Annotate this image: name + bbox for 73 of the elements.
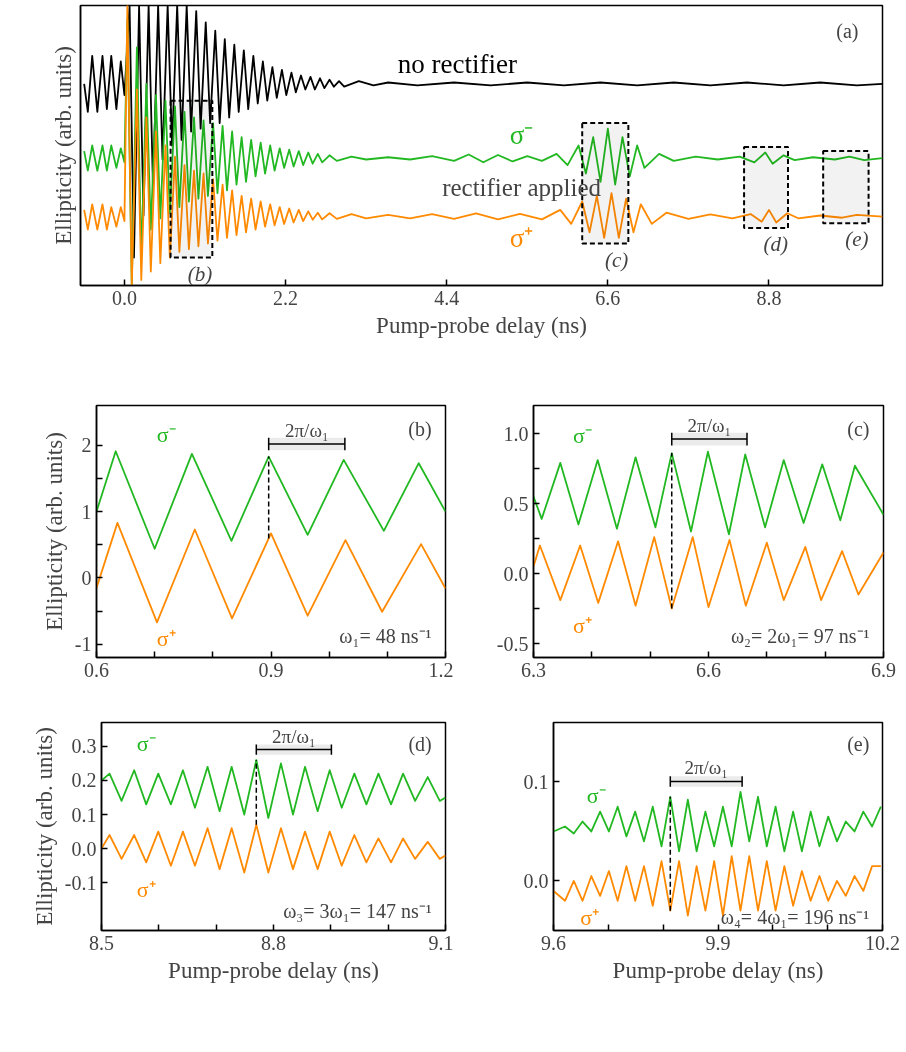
line-series [101,823,446,874]
x-tick-label: 0.6 [84,658,109,681]
x-tick-label: 10.2 [865,931,900,954]
annotation: ω₄= 4ω₁= 196 ns⁻¹ [720,906,870,929]
x-axis-title: Pump-probe delay (ns) [376,312,587,338]
band-label: 2π/ω₁ [684,757,728,779]
series-label: σ⁺ [136,876,156,902]
series-label: σ⁻ [573,422,592,448]
annotation: rectifier applied [442,174,602,201]
x-tick-label: 1.2 [428,658,454,681]
band-label: (e) [845,227,869,252]
x-tick-label: 4.4 [434,286,460,309]
band-label: 2π/ω₁ [687,415,732,437]
annotation: (c) [847,418,870,442]
x-tick-label: 6.6 [696,658,721,681]
annotation: (d) [408,732,432,756]
series-label: σ⁺ [573,612,592,638]
series-label: σ⁻ [509,119,534,150]
line-series [533,450,884,536]
band-label: (b) [187,261,213,286]
band-label: 2π/ω₁ [272,725,316,747]
x-tick-label: 8.8 [756,286,782,309]
series-label: σ⁺ [580,904,600,930]
series-label: no rectifier [397,48,518,79]
y-tick-label: 0.0 [71,837,97,860]
line-series [553,790,882,853]
line-series [96,521,446,624]
annotation: (b) [408,418,432,442]
y-tick-label: 0.5 [503,492,529,515]
x-tick-label: 8.5 [89,931,114,954]
y-tick-label: 0.1 [71,803,97,826]
x-tick-label: 8.8 [261,931,286,954]
series-label: σ⁺ [156,626,176,652]
annotation: (a) [836,19,859,43]
line-series [101,759,446,819]
x-tick-label: 0.9 [258,658,284,681]
annotation: (e) [847,732,870,756]
y-tick-label: 0.2 [71,769,97,792]
y-tick-label: -1 [74,633,92,656]
series-label: σ⁻ [156,422,176,448]
y-tick-label: 0.1 [523,770,549,793]
y-axis-title: Ellipticity (arb. units) [50,46,76,245]
y-tick-label: 2 [81,434,92,457]
band-label: (d) [763,232,789,257]
x-axis-title: Pump-probe delay (ns) [612,957,824,983]
x-tick-label: 6.6 [595,286,621,309]
line-series [533,536,884,610]
annotation: ω₁= 48 ns⁻¹ [339,625,432,648]
y-tick-label: 0.0 [503,562,529,585]
series-label: σ⁺ [509,223,534,254]
x-tick-label: 2.2 [273,286,299,309]
annotation: ω₃= 3ω₁= 147 ns⁻¹ [283,900,432,923]
annotation: ω₂= 2ω₁= 97 ns⁻¹ [730,625,870,648]
x-tick-label: 9.9 [705,931,731,954]
y-axis-title: Ellipticity (arb. units) [41,432,67,631]
y-tick-label: 1.0 [503,422,529,445]
x-tick-label: 9.1 [428,931,454,954]
x-tick-label: 6.9 [871,658,896,681]
series-label: σ⁻ [586,782,606,808]
y-tick-label: -0.5 [496,632,529,655]
y-tick-label: 0 [81,566,92,589]
band-label: 2π/ω₁ [285,419,329,441]
band-label: (c) [605,247,629,272]
y-tick-label: -0.1 [64,871,97,894]
x-tick-label: 6.3 [521,658,546,681]
y-tick-label: 0.3 [71,735,97,758]
y-axis-title: Ellipticity (arb. units) [31,727,57,926]
x-tick-label: 0.0 [111,286,137,309]
line-series [96,450,446,550]
x-axis-title: Pump-probe delay (ns) [168,957,379,983]
x-tick-label: 9.6 [541,931,566,954]
y-tick-label: 1 [81,500,92,523]
series-label: σ⁻ [136,731,156,757]
